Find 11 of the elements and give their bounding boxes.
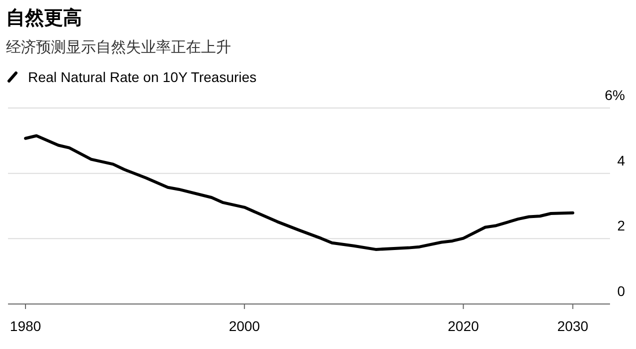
y-tick-label: 6% bbox=[604, 87, 625, 103]
x-tick-label: 2020 bbox=[448, 318, 480, 334]
x-tick-label: 2030 bbox=[557, 318, 589, 334]
y-tick-label: 0 bbox=[617, 283, 626, 299]
chart-title: 自然更高 bbox=[6, 7, 82, 29]
legend: Real Natural Rate on 10Y Treasuries bbox=[8, 69, 257, 85]
y-tick-label: 4 bbox=[617, 152, 626, 168]
chart-subtitle: 经济预测显示自然失业率正在上升 bbox=[6, 39, 231, 56]
x-tick-label: 1980 bbox=[10, 318, 42, 334]
y-tick-label: 2 bbox=[617, 218, 626, 234]
x-tick-label: 2000 bbox=[228, 318, 260, 334]
